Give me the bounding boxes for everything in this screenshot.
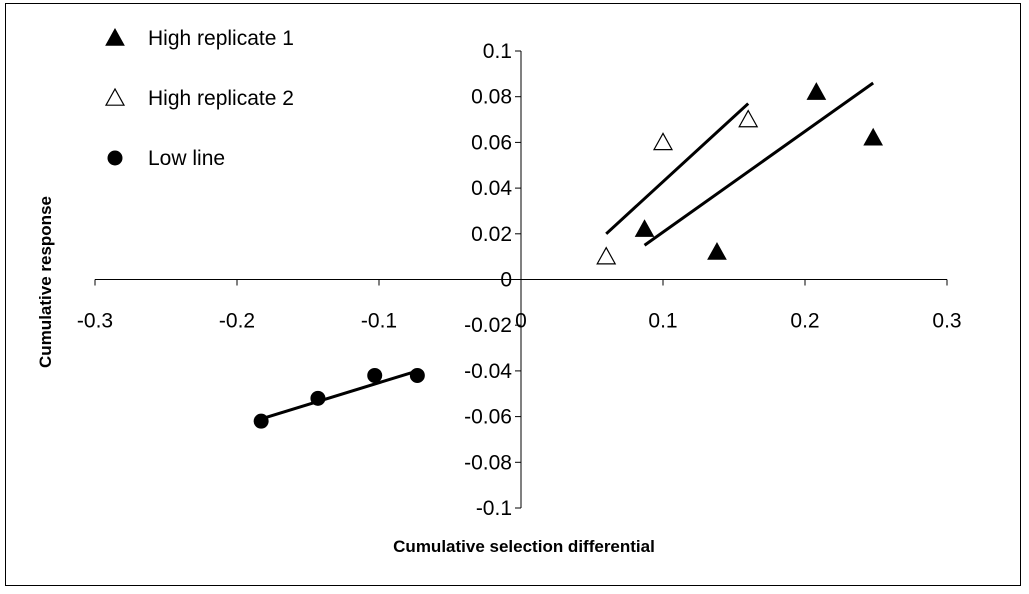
- x-tick-label: 0.1: [648, 310, 677, 333]
- y-tick-label: 0.08: [471, 86, 512, 109]
- data-point-series-3: [367, 367, 383, 383]
- chart-frame: [5, 3, 1021, 586]
- data-point-series-2: [596, 246, 617, 265]
- data-point-series-3: [253, 413, 269, 429]
- legend-label-1: High replicate 1: [148, 27, 294, 50]
- y-tick-label: 0.06: [471, 131, 512, 154]
- y-tick-label: -0.08: [464, 451, 512, 474]
- trendline-series-2: [605, 102, 750, 235]
- legend-marker-2: [104, 87, 126, 106]
- y-tick-label: -0.04: [464, 360, 512, 383]
- legend-label-3: Low line: [148, 147, 225, 170]
- data-point-series-2: [652, 132, 674, 151]
- data-point-series-1: [634, 219, 655, 237]
- trendline-series-1: [643, 81, 875, 247]
- y-tick-label: -0.1: [476, 497, 512, 520]
- y-tick-label: 0: [500, 269, 512, 292]
- x-tick-label: 0.3: [932, 310, 961, 333]
- x-axis-ticks: -0.3 -0.2 -0.1 0 0.1 0.2 0.3: [77, 279, 962, 333]
- legend: High replicate 1 High replicate 2 Low line: [104, 27, 294, 170]
- trendlines: [260, 81, 875, 421]
- legend-label-2: High replicate 2: [148, 87, 294, 110]
- y-tick-label: 0.1: [483, 40, 512, 63]
- y-axis-title: Cumulative response: [36, 196, 55, 368]
- y-tick-label: -0.02: [464, 314, 512, 337]
- x-tick-label: 0: [515, 310, 527, 333]
- data-point-series-3: [409, 367, 425, 383]
- data-points: [253, 82, 884, 429]
- trendline-series-3: [260, 369, 418, 421]
- data-point-series-1: [863, 127, 884, 146]
- data-point-series-1: [806, 82, 827, 100]
- data-point-series-3: [310, 390, 326, 406]
- y-tick-label: -0.06: [464, 406, 512, 429]
- data-point-series-1: [707, 242, 727, 260]
- data-point-series-2: [738, 109, 759, 128]
- x-tick-label: -0.3: [77, 310, 113, 333]
- legend-marker-1: [105, 27, 125, 46]
- y-axis-ticks: 0.1 0.08 0.06 0.04 0.02 0 -0.02 -0.04 -0.06 -0.08…: [464, 40, 521, 520]
- x-tick-label: 0.2: [790, 310, 819, 333]
- y-tick-label: 0.02: [471, 223, 512, 246]
- x-tick-label: -0.1: [361, 310, 397, 333]
- legend-marker-3: [107, 150, 123, 166]
- x-axis-title: Cumulative selection differential: [393, 537, 655, 556]
- x-tick-label: -0.2: [219, 310, 255, 333]
- y-tick-label: 0.04: [471, 177, 512, 200]
